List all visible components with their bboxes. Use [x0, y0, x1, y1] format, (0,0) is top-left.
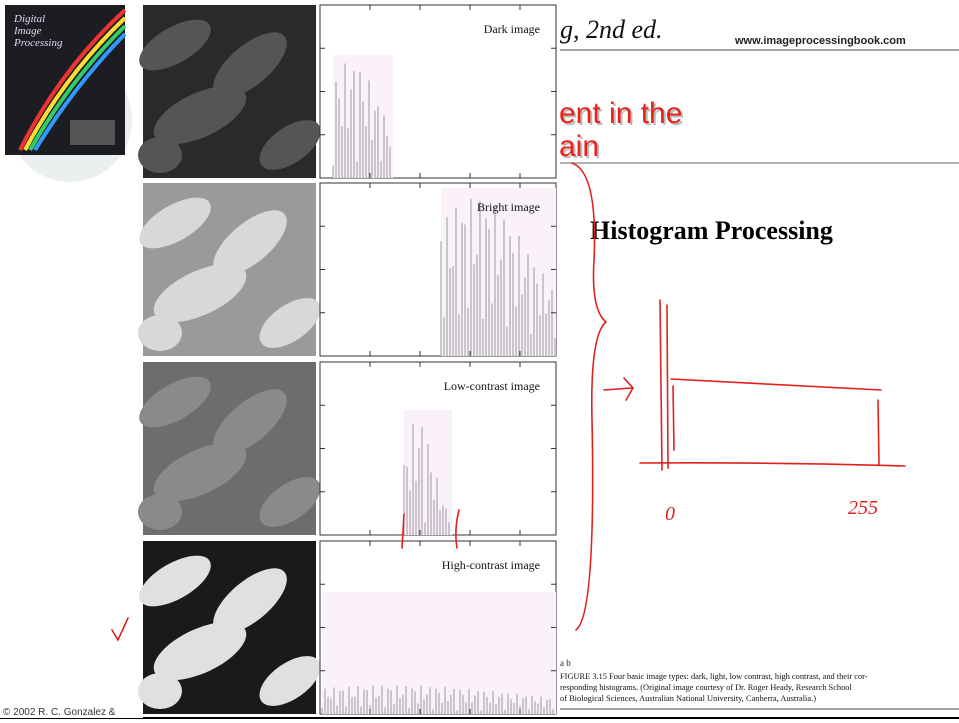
pollen-grain	[138, 494, 182, 530]
header-title: g, 2nd ed.	[560, 15, 663, 44]
axis-label: 255	[848, 497, 878, 519]
pollen-grain	[138, 315, 182, 351]
header-url: www.imageprocessingbook.com	[734, 35, 906, 47]
axis-label: 0	[665, 503, 675, 525]
cover-title: Image	[13, 25, 42, 37]
panel-label: Bright image	[477, 200, 540, 214]
slide-title: ain	[559, 130, 599, 163]
heading: Histogram Processing	[590, 216, 833, 245]
panel-label: High-contrast image	[442, 558, 540, 572]
slide-title: ent in the	[559, 97, 682, 130]
panel-label: Low-contrast image	[444, 379, 540, 393]
footer: © 2002 R. C. Gonzalez &	[3, 707, 116, 718]
cover-title: Digital	[13, 13, 45, 25]
caption: FIGURE 3.15 Four basic image types: dark…	[560, 672, 868, 681]
pollen-grain	[138, 137, 182, 173]
figure-sublabels: a b	[560, 658, 571, 668]
pollen-grain	[138, 673, 182, 709]
book-cover: Digital Image Processing	[5, 5, 125, 155]
caption: of Biological Sciences, Australian Natio…	[560, 694, 816, 703]
caption: responding histograms. (Original image c…	[560, 683, 852, 692]
cover-title: Processing	[13, 37, 63, 49]
slide: Digital Image Processing Dark image Brigh…	[0, 0, 959, 723]
panel-label: Dark image	[484, 22, 540, 36]
